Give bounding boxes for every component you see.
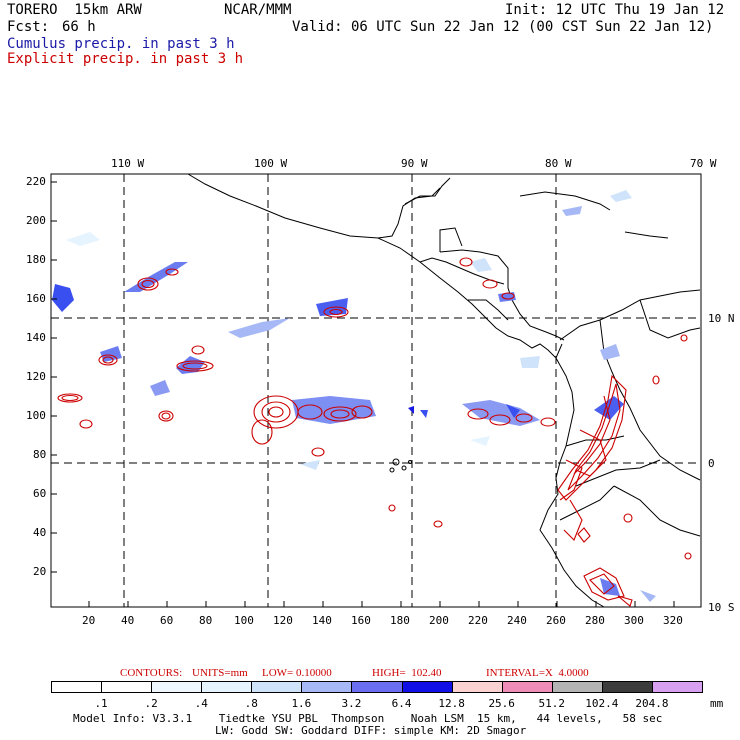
colorbar-swatch: [651, 681, 703, 693]
center-label: NCAR/MMM: [224, 2, 292, 18]
colorbar-label: 204.8: [635, 697, 669, 710]
model-title: TORERO 15km ARW: [7, 2, 142, 18]
colorbar-label: 25.6: [488, 697, 515, 710]
x-tick: 180: [390, 614, 410, 627]
colorbar-label: 51.2: [538, 697, 566, 710]
x-tick: 280: [585, 614, 605, 627]
colorbar-swatch: [151, 681, 203, 693]
y-tick: 60: [33, 487, 47, 500]
forecast-label: Fcst:: [7, 19, 50, 35]
contour-label: CONTOURS:: [120, 667, 183, 679]
colorbar-swatch: [451, 681, 503, 693]
lat-label-10n: 10 N: [708, 312, 735, 325]
y-tick: 140: [26, 331, 46, 344]
x-tick: 60: [160, 614, 174, 627]
y-tick: 40: [33, 526, 47, 539]
colorbar-swatch: [351, 681, 403, 693]
colorbar-swatch: [601, 681, 653, 693]
map-frame: [50, 173, 702, 608]
y-tick: 160: [26, 292, 46, 305]
colorbar-unit: mm: [710, 697, 724, 710]
colorbar-label: 102.4: [585, 697, 619, 710]
coastlines: [187, 173, 701, 608]
valid-time: Valid: 06 UTC Sun 22 Jan 12 (00 CST Sun …: [292, 19, 714, 35]
init-time: Init: 12 UTC Thu 19 Jan 12: [505, 2, 725, 18]
lon-label-110w: 110 W: [111, 157, 145, 170]
legend-cumulus: Cumulus precip. in past 3 h: [7, 36, 235, 52]
lon-label-90w: 90 W: [401, 157, 428, 170]
x-tick: 240: [507, 614, 527, 627]
colorbar-swatch: [301, 681, 353, 693]
x-tick: 160: [351, 614, 371, 627]
colorbar-label: .1: [94, 697, 108, 710]
y-tick: 220: [26, 175, 46, 188]
colorbar-label: .2: [144, 697, 158, 710]
y-tick: 120: [26, 370, 46, 383]
colorbar-label: 3.2: [341, 697, 362, 710]
x-tick: 200: [429, 614, 449, 627]
x-tick: 320: [663, 614, 683, 627]
colorbar-swatch: [401, 681, 453, 693]
x-tick: 220: [468, 614, 488, 627]
lon-label-70w: 70 W: [690, 157, 717, 170]
colorbar-swatch: [251, 681, 303, 693]
x-tick: 120: [273, 614, 293, 627]
colorbar-swatch: [101, 681, 153, 693]
contour-units: UNITS=mm: [192, 667, 248, 679]
axis-ticks: [51, 181, 675, 607]
y-tick: 100: [26, 409, 46, 422]
y-tick: 80: [33, 448, 47, 461]
colorbar-swatch: [201, 681, 253, 693]
legend-explicit: Explicit precip. in past 3 h: [7, 51, 244, 67]
colorbar-label: 12.8: [438, 697, 465, 710]
colorbar-label: 6.4: [391, 697, 412, 710]
colorbar-swatch: [51, 681, 103, 693]
y-tick: 180: [26, 253, 46, 266]
lat-label-10s: 10 S: [708, 601, 735, 614]
x-tick: 100: [234, 614, 254, 627]
colorbar-swatch: [551, 681, 603, 693]
model-info: Model Info: V3.3.1 Tiedtke YSU PBL Thomp…: [73, 712, 663, 725]
contour-interval: INTERVAL=X 4.0000: [486, 667, 589, 679]
x-tick: 260: [546, 614, 566, 627]
lon-label-80w: 80 W: [545, 157, 572, 170]
explicit-precip-contours: [57, 257, 692, 607]
lon-label-100w: 100 W: [254, 157, 288, 170]
lat-label-0: 0: [708, 457, 715, 470]
contour-high: HIGH= 102.40: [372, 667, 442, 679]
physics-info: LW: Godd SW: Goddard DIFF: simple KM: 2D…: [215, 724, 527, 737]
x-tick: 300: [624, 614, 644, 627]
y-tick: 200: [26, 214, 46, 227]
colorbar-label: 1.6: [291, 697, 312, 710]
x-tick: 140: [312, 614, 332, 627]
latlon-grid: [51, 174, 701, 607]
colorbar-label: .4: [194, 697, 208, 710]
colorbar-swatch: [501, 681, 553, 693]
x-tick: 40: [121, 614, 135, 627]
y-tick: 20: [33, 565, 47, 578]
contour-low: LOW= 0.10000: [262, 667, 332, 679]
colorbar-label: .8: [244, 697, 258, 710]
x-tick: 20: [82, 614, 96, 627]
forecast-hours: 66 h: [62, 19, 96, 35]
x-tick: 80: [199, 614, 213, 627]
